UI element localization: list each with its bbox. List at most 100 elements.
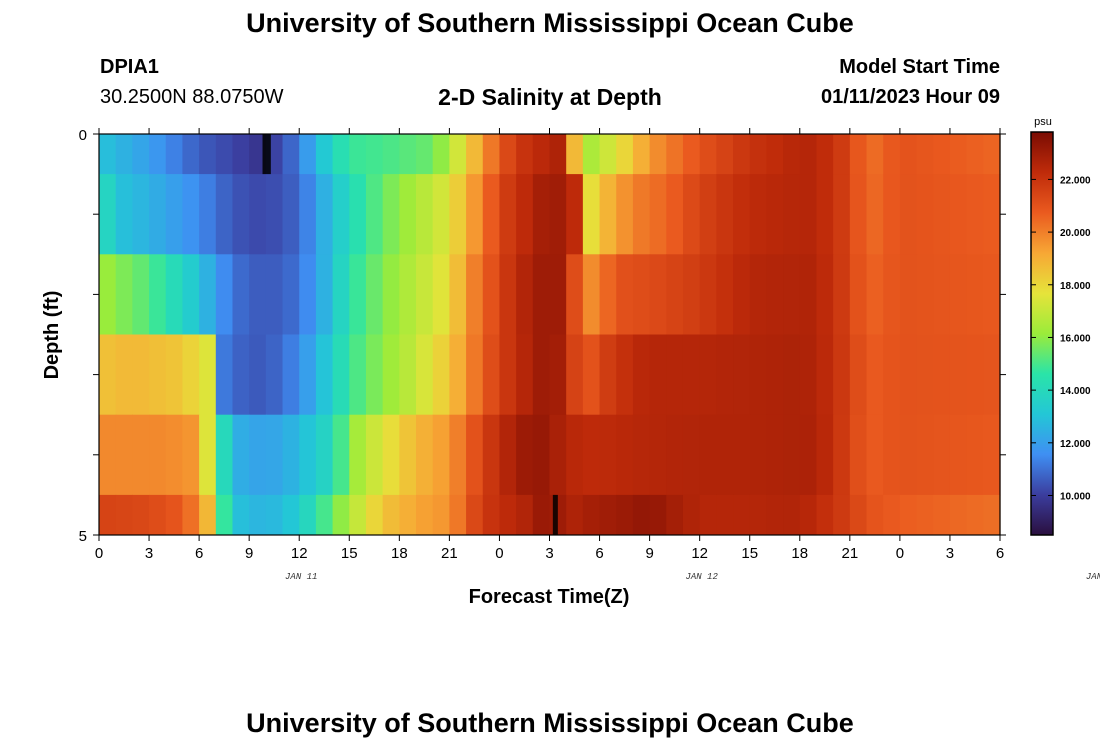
heatmap-cell [933,134,951,175]
x-tick-label: 3 [145,545,153,562]
heatmap-cell [115,134,133,175]
heatmap-cell [983,134,1001,175]
heatmap-cell [132,334,150,416]
heatmap-cell [132,174,150,255]
heatmap-cell [666,334,684,416]
heatmap-cell [682,254,701,335]
heatmap-cell [816,174,834,255]
heatmap-cell [916,134,934,175]
heatmap-cell [332,174,350,255]
heatmap-cell [466,334,484,416]
heatmap-cell [883,414,901,496]
station-id: DPIA1 [100,56,159,78]
heatmap-cell [466,254,484,335]
heatmap-cell [282,134,300,175]
heatmap-cell [165,494,184,536]
colorbar-tick-label: 12.000 [1060,439,1091,450]
x-tick-label: 18 [391,545,408,562]
heatmap-cell [432,254,450,335]
heatmap-cell [549,494,567,536]
x-tick-label: 6 [595,545,603,562]
heatmap-cell [582,254,601,335]
heatmap-cell [666,134,684,175]
heatmap-cell [749,414,768,496]
heatmap-cell [699,134,717,175]
heatmap-cell [549,134,567,175]
heatmap-cell [849,494,868,536]
heatmap-cell [215,494,234,536]
heatmap-cell [416,254,434,335]
date-labels: JAN 11 JAN 12 JAN 13 [285,572,1100,582]
heatmap-cell [382,414,400,496]
heatmap-cell [833,414,851,496]
heatmap-cell [649,134,667,175]
colorbar-ticks: 10.000 12.000 14.000 16.000 18.000 20.000 22.0… [1031,175,1091,502]
heatmap-cell [582,134,601,175]
heatmap-cell [766,134,784,175]
heatmap-cell [849,334,868,416]
heatmap-cell [516,174,534,255]
heatmap-cell [365,334,384,416]
heatmap-cell [699,494,717,536]
x-tick-label: 0 [896,545,904,562]
heatmap-cell [833,254,851,335]
heatmap-cell [949,494,968,536]
heatmap-cell [632,494,651,536]
heatmap-cell [182,414,200,496]
heatmap-cell [299,134,317,175]
heatmap-cell [566,134,584,175]
heatmap-cell [466,174,484,255]
heatmap-cell [282,334,300,416]
colorbar-tick-label: 22.000 [1060,175,1091,186]
heatmap-cell [816,134,834,175]
heatmap-cell [549,174,567,255]
heatmap-cell [866,134,884,175]
heatmap-cell [933,334,951,416]
heatmap-cell [399,494,417,536]
x-tick-label: 6 [195,545,203,562]
heatmap-cell [616,174,634,255]
heatmap-cell [899,174,918,255]
heatmap-cell [532,414,551,496]
heatmap-cell [566,494,584,536]
heatmap-cell [766,494,784,536]
heatmap-cell [699,254,717,335]
heatmap-cell [249,134,267,175]
heatmap-cell [182,134,200,175]
heatmap-cell [816,254,834,335]
x-tick-label: 12 [291,545,308,562]
heatmap-cell [265,174,284,255]
heatmap-cell [649,174,667,255]
heatmap-cell [399,174,417,255]
heatmap-cell [649,494,667,536]
colorbar-tick-label: 14.000 [1060,386,1091,397]
heatmap-cell [632,334,651,416]
heatmap-cell [199,134,217,175]
heatmap-cell [749,134,768,175]
heatmap-cell [382,174,400,255]
heatmap-cell [182,254,200,335]
heatmap-cell [632,414,651,496]
heatmap-cell [466,414,484,496]
heatmap-cell [449,334,467,416]
heatmap-cell [449,414,467,496]
heatmap-cell [482,414,501,496]
heatmap-cell [365,414,384,496]
heatmap-cell [749,254,768,335]
heatmap-cell [215,254,234,335]
heatmap-cell [232,254,250,335]
dark-patch [262,134,271,175]
heatmap-cell [682,174,701,255]
heatmap-cell [582,494,601,536]
heatmap-cell [165,174,184,255]
heatmap-cell [949,134,968,175]
heatmap-cells [99,134,1001,536]
heatmap-cell [99,334,117,416]
heatmap-cell [416,334,434,416]
heatmap-cell [716,494,734,536]
heatmap-cell [132,414,150,496]
heatmap-cell [749,174,768,255]
heatmap-cell [399,334,417,416]
heatmap-cell [249,494,267,536]
heatmap-cell [232,334,250,416]
